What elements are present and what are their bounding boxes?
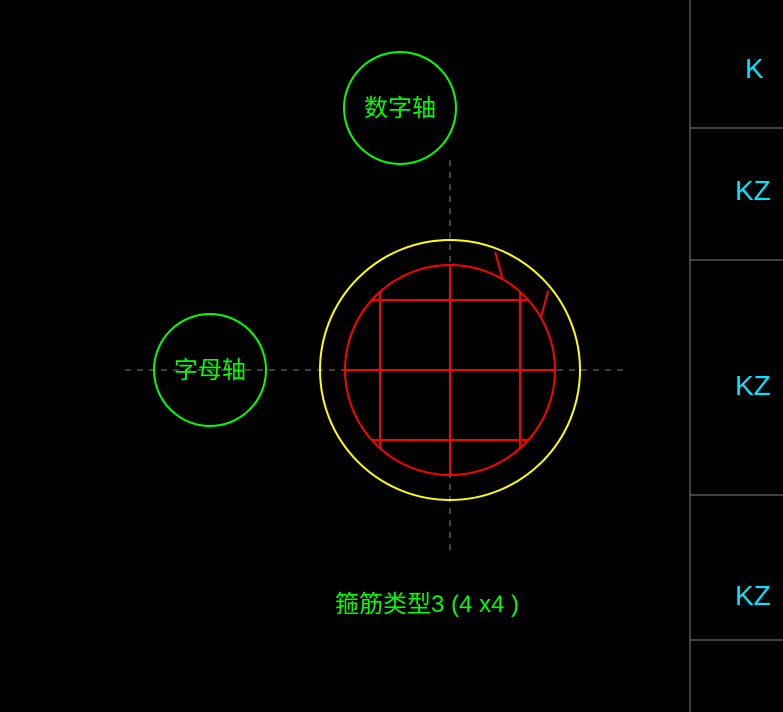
- side-panel-label: KZ: [735, 580, 771, 611]
- side-panel-label: KZ: [735, 370, 771, 401]
- caption: 箍筋类型3 (4 x4 ): [335, 591, 519, 618]
- side-panel-label: KZ: [735, 175, 771, 206]
- side-panel-label: K: [745, 53, 764, 84]
- letter-axis-label: 字母轴: [174, 357, 246, 384]
- numeric-axis-label: 数字轴: [364, 95, 436, 122]
